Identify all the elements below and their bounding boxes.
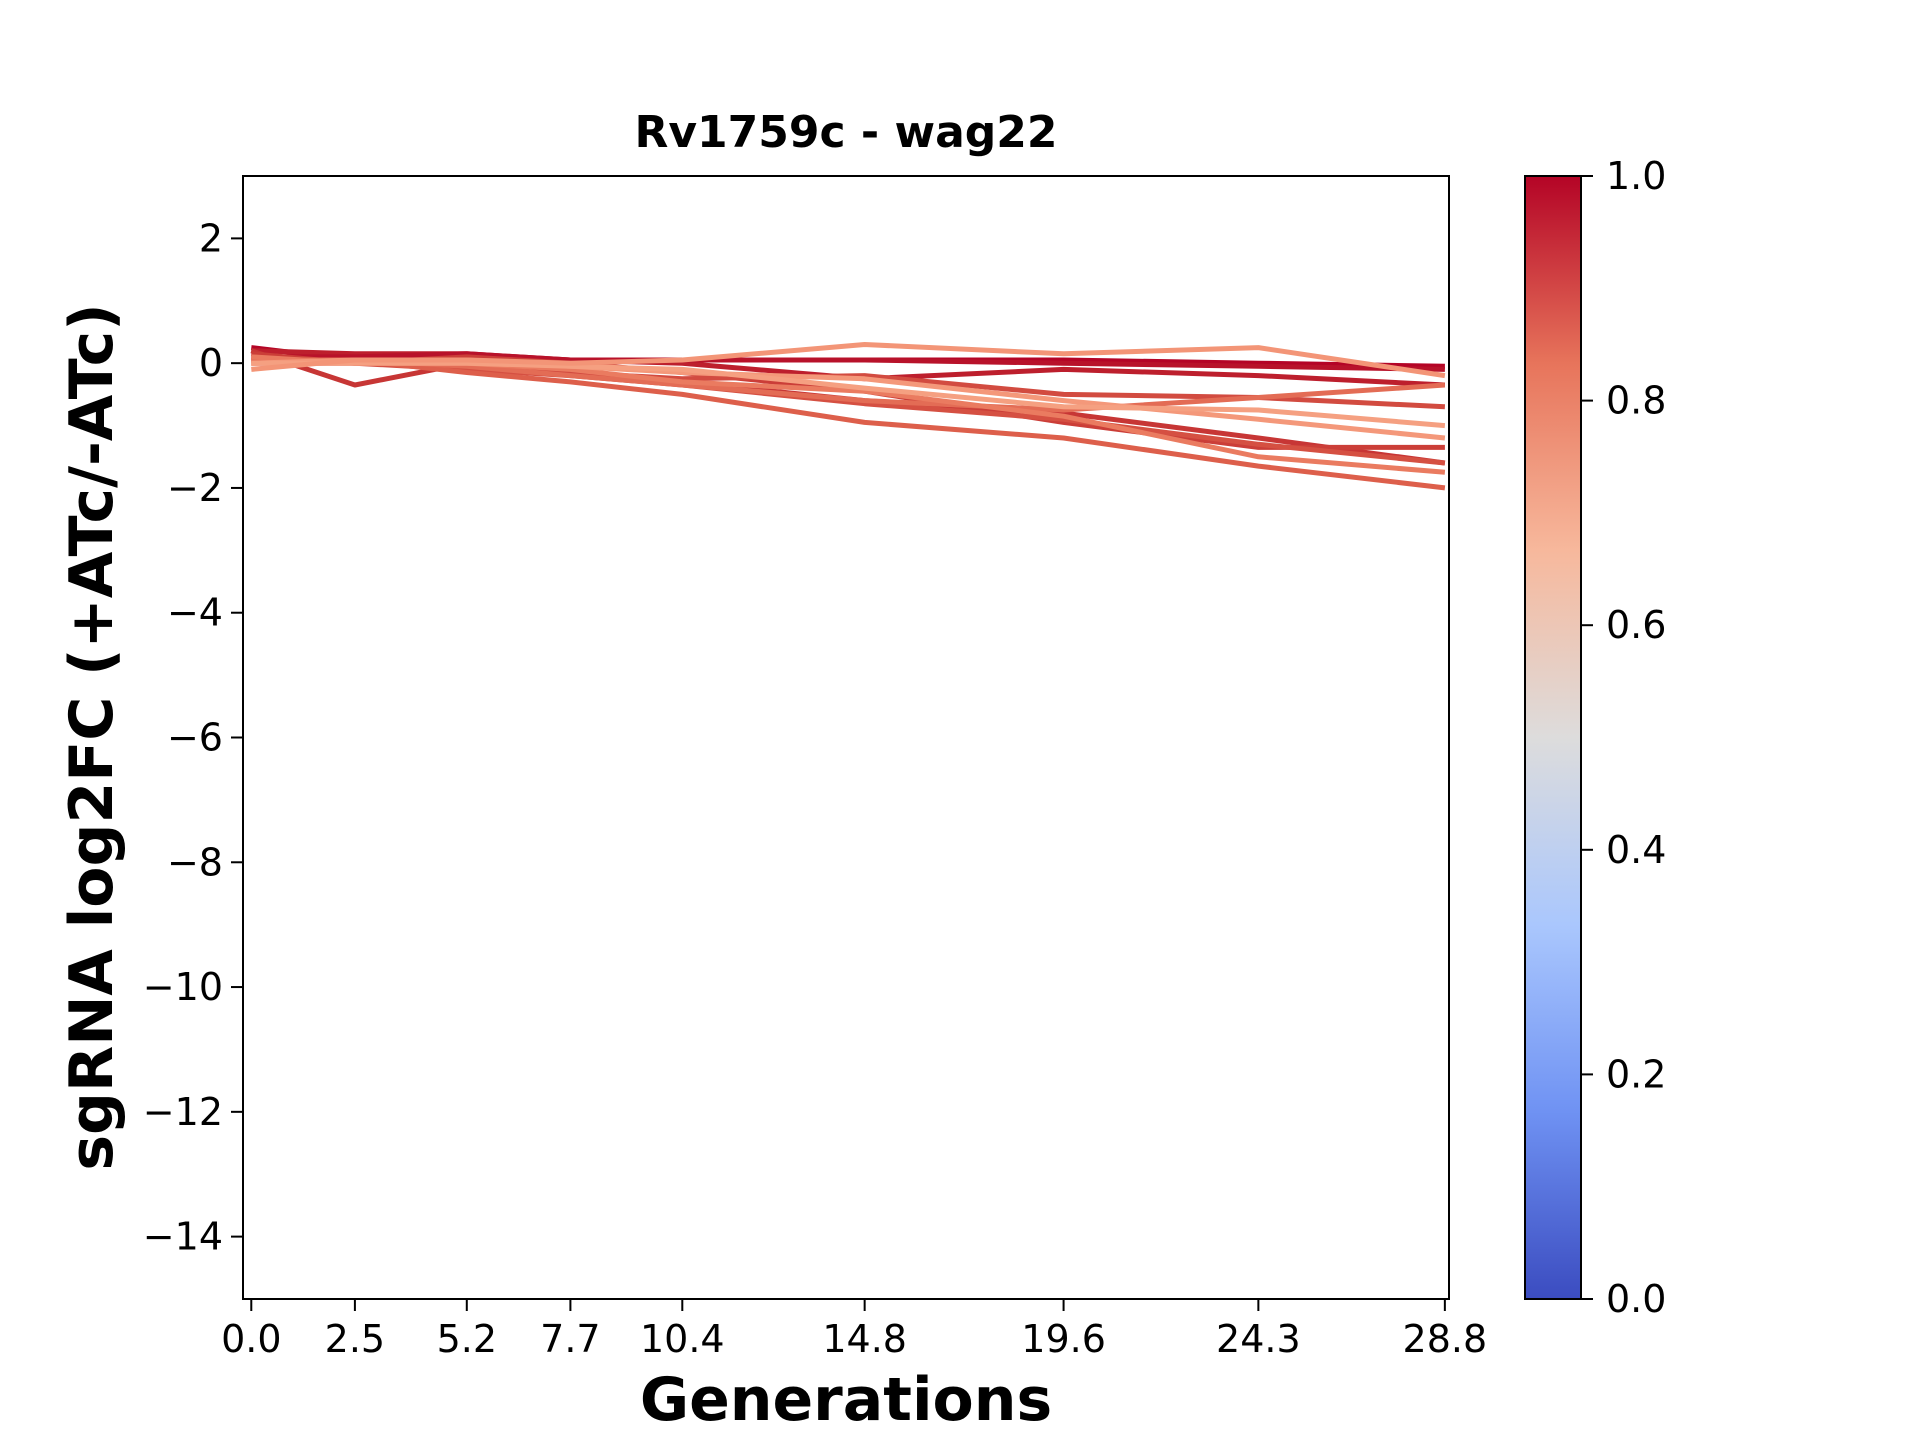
colorbar-tick-label: 0.0 [1606,1277,1666,1321]
y-axis-label: sgRNA log2FC (+ATc/-ATc) [57,303,127,1170]
y-tick-label: −10 [143,965,223,1009]
y-tick-label: −12 [143,1090,223,1134]
y-tick-label: −2 [167,466,223,510]
y-tick-label: 0 [199,341,223,385]
colorbar [1524,175,1582,1300]
y-axis-ticks: 2 0 −2 −4 −6 −8 −10 −12 −14 [143,216,243,1259]
x-tick-label: 24.3 [1216,1317,1301,1361]
colorbar-tick-label: 0.6 [1606,603,1666,647]
x-tick-label: 28.8 [1403,1317,1488,1361]
colorbar-ticks: 0.0 0.2 0.4 0.6 0.8 1.0 [1581,154,1666,1321]
x-tick-label: 19.6 [1021,1317,1106,1361]
chart-title: Rv1759c - wag22 [634,107,1057,158]
series-line-12 [251,360,1446,429]
colorbar-tick-label: 1.0 [1606,154,1666,198]
x-axis-label: Generations [640,1365,1052,1435]
y-tick-label: −8 [167,840,223,884]
colorbar-tick-label: 0.2 [1606,1052,1666,1096]
x-tick-label: 10.4 [640,1317,725,1361]
colorbar-tick-label: 0.8 [1606,379,1666,423]
y-tick-label: −14 [143,1215,223,1259]
x-tick-label: 7.7 [540,1317,600,1361]
x-axis-ticks: 0.0 2.5 5.2 7.7 10.4 14.8 19.6 24.3 28.8 [221,1299,1487,1361]
y-tick-label: −4 [167,591,223,635]
series-line-13 [251,342,1446,379]
x-tick-label: 0.0 [221,1317,281,1361]
y-tick-label: −6 [167,716,223,760]
colorbar-tick-label: 0.4 [1606,828,1666,872]
series-layer [250,342,1446,491]
y-tick-label: 2 [199,216,223,260]
x-tick-label: 14.8 [822,1317,907,1361]
x-tick-label: 2.5 [325,1317,385,1361]
x-tick-label: 5.2 [437,1317,497,1361]
